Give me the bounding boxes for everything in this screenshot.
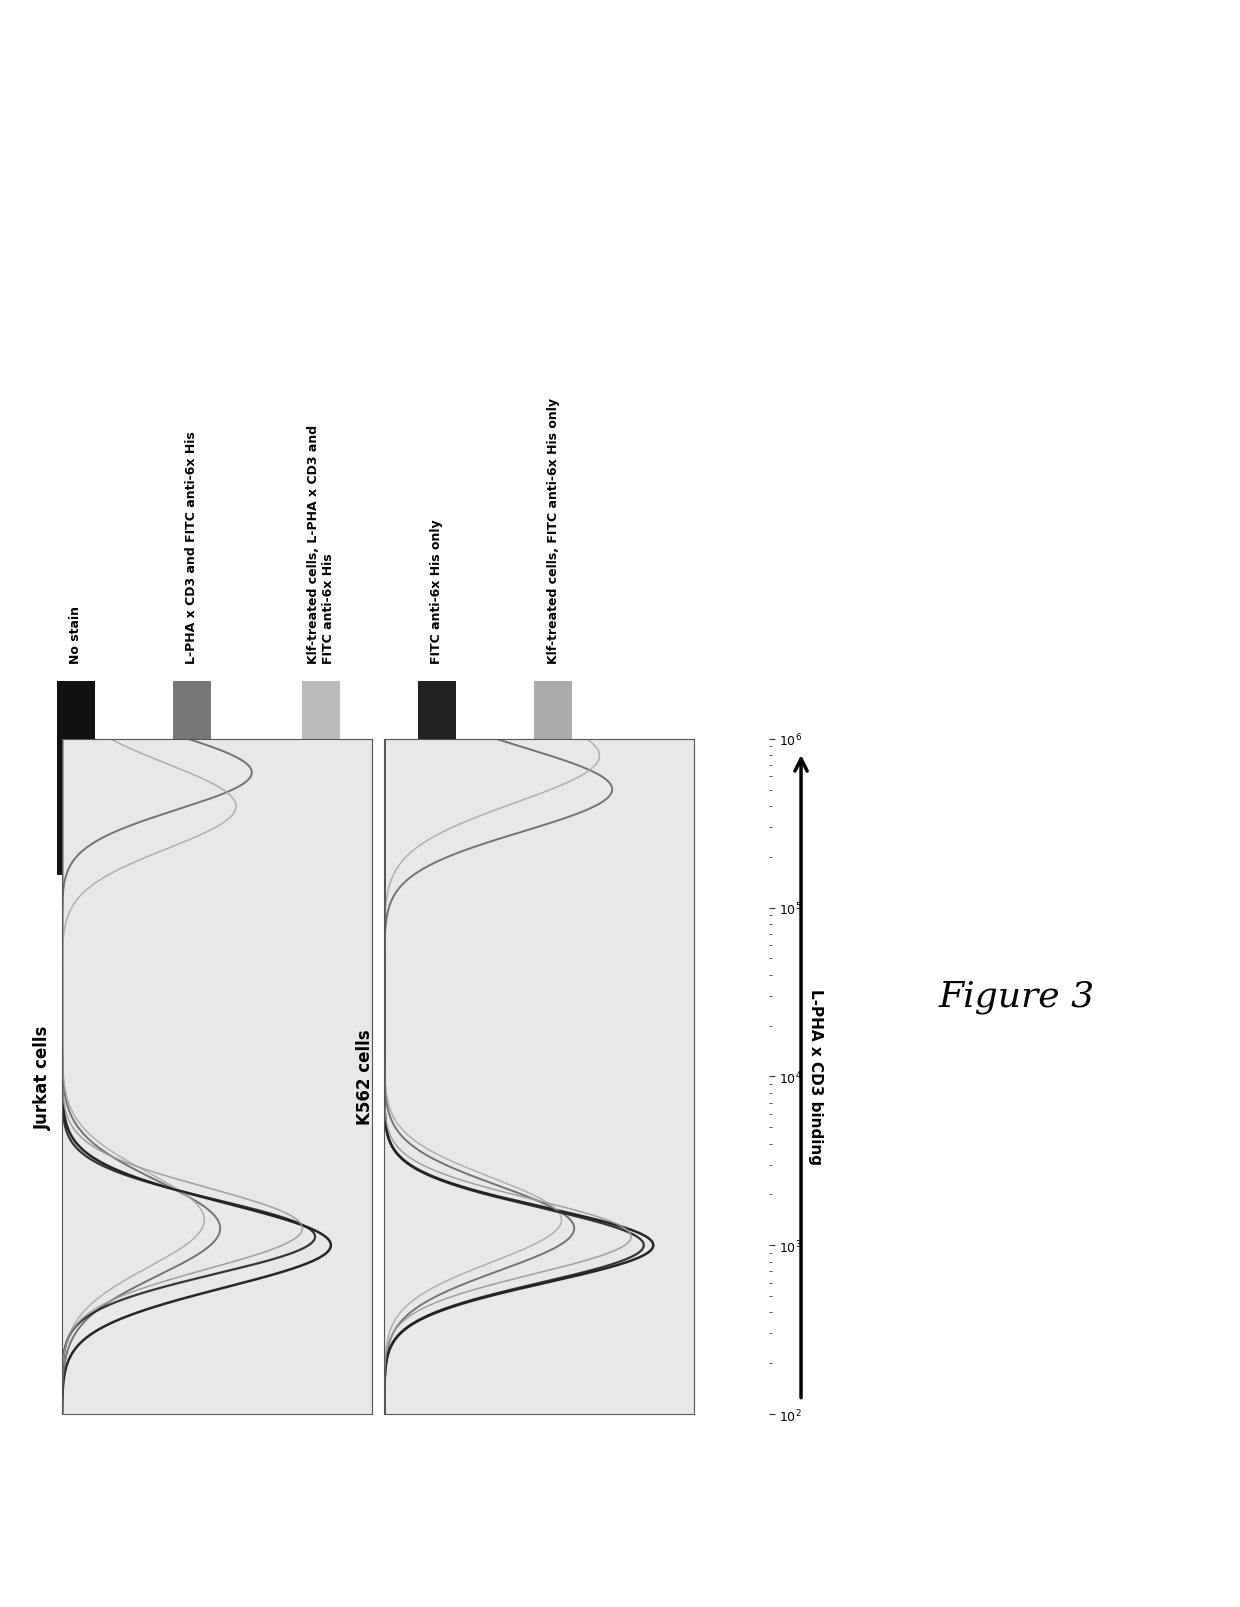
Bar: [533, 681, 573, 876]
Bar: [418, 681, 456, 876]
Text: Klf-treated cells, L-PHA x CD3 and
FITC anti-6x His: Klf-treated cells, L-PHA x CD3 and FITC …: [308, 424, 335, 664]
Text: Klf-treated cells, FITC anti-6x His only: Klf-treated cells, FITC anti-6x His only: [547, 399, 559, 664]
Bar: [301, 681, 340, 876]
Bar: [172, 681, 211, 876]
Text: FITC anti-6x His only: FITC anti-6x His only: [430, 519, 444, 664]
Text: Figure 3: Figure 3: [939, 979, 1095, 1014]
Y-axis label: K562 cells: K562 cells: [356, 1028, 374, 1125]
Text: L-PHA x CD3 binding: L-PHA x CD3 binding: [808, 988, 823, 1165]
Text: No stain: No stain: [69, 606, 82, 664]
Text: L-PHA x CD3 and FITC anti-6x His: L-PHA x CD3 and FITC anti-6x His: [186, 431, 198, 664]
Y-axis label: Jurkat cells: Jurkat cells: [33, 1025, 52, 1128]
Bar: [57, 681, 95, 876]
